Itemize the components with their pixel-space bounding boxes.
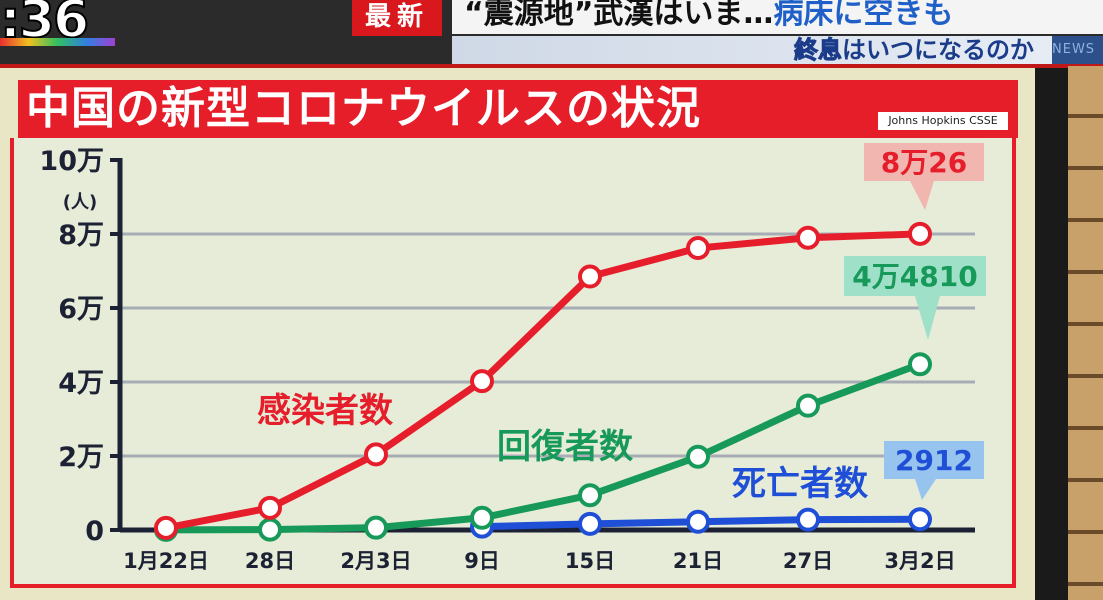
callout-box xyxy=(864,143,984,181)
callout-value: 4万4810 xyxy=(852,260,977,293)
y-tick-label: 10万 xyxy=(39,146,104,177)
headline-main-b: 病床に空きも xyxy=(773,0,954,31)
data-point xyxy=(796,393,820,418)
y-tick-label: 2万 xyxy=(58,442,104,473)
data-point xyxy=(258,517,282,542)
x-tick-label: 1月22日 xyxy=(123,549,209,573)
rainbow-stripe xyxy=(0,38,115,46)
callout-tail xyxy=(915,479,936,500)
callout-tail xyxy=(915,296,940,340)
data-point xyxy=(578,511,602,536)
x-tick-label: 21日 xyxy=(673,549,723,573)
title-banner xyxy=(18,80,1018,138)
series-line-0 xyxy=(165,230,921,532)
data-point xyxy=(686,236,710,261)
series-label: 回復者数 xyxy=(497,427,633,467)
series-line-1 xyxy=(165,360,922,534)
y-tick-label: 8万 xyxy=(58,220,104,251)
y-unit-label: (人) xyxy=(63,192,97,213)
y-tick-label: 6万 xyxy=(58,294,104,325)
data-point xyxy=(364,515,388,540)
data-point xyxy=(686,509,710,534)
chart-title: 中国の新型コロナウイルスの状況 xyxy=(26,83,701,134)
headline-sub: 終息はいつになるのか xyxy=(452,36,1052,65)
data-point xyxy=(364,442,388,467)
data-point xyxy=(258,495,282,520)
y-tick-label: 4万 xyxy=(58,368,104,399)
callout-value: 8万26 xyxy=(881,146,967,179)
data-point xyxy=(578,483,602,508)
callout-value: 2912 xyxy=(895,444,973,477)
x-tick-label: 2月3日 xyxy=(340,549,411,573)
series-label: 感染者数 xyxy=(257,391,393,431)
background-wall xyxy=(1068,66,1103,600)
source-credit: Johns Hopkins CSSE xyxy=(878,112,1008,130)
callout-box xyxy=(884,441,984,479)
headline-sub-a: 終息 xyxy=(794,36,843,65)
x-tick-label: 3月2日 xyxy=(884,549,955,573)
data-point xyxy=(796,507,820,532)
callout-tail xyxy=(910,181,934,210)
headline-main: “震源地”武漢はいま…病床に空きも xyxy=(452,0,1103,34)
x-tick-label: 15日 xyxy=(565,549,615,573)
data-point xyxy=(796,225,820,250)
news-logo: NEWS xyxy=(1052,36,1103,64)
latest-badge: 最新 xyxy=(352,0,442,36)
data-point xyxy=(470,505,494,530)
callout-box xyxy=(844,256,986,296)
data-point xyxy=(686,444,710,469)
data-point xyxy=(470,369,494,394)
data-point xyxy=(908,352,932,377)
x-tick-label: 27日 xyxy=(783,549,833,573)
data-point xyxy=(908,507,932,532)
x-tick-label: 28日 xyxy=(245,549,295,573)
headline-sub-b: はいつになるのか xyxy=(842,36,1034,64)
data-point xyxy=(578,264,602,289)
data-point xyxy=(154,515,178,540)
series-label: 死亡者数 xyxy=(732,464,868,504)
x-tick-label: 9日 xyxy=(464,549,500,573)
data-point xyxy=(908,221,932,246)
headline-main-a: “震源地”武漢はいま… xyxy=(464,0,774,31)
divider xyxy=(0,64,1103,68)
y-tick-label: 0 xyxy=(85,516,104,547)
